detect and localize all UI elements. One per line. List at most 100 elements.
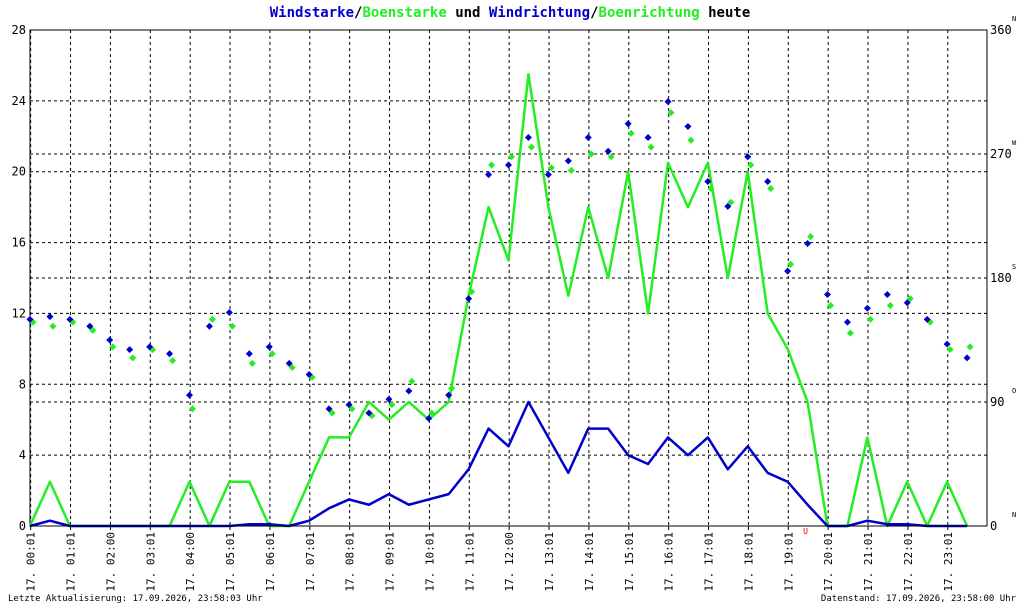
direction-point [707,184,715,192]
x-tick-label: 17. 13:01 [543,532,556,592]
y-tick-label: 8 [19,377,26,391]
direction-point [684,122,692,130]
direction-point [966,343,974,351]
direction-point [485,171,493,179]
x-tick-label: 17. 01:01 [65,532,78,592]
direction-point [644,133,652,141]
direction-point [664,98,672,106]
x-tick-label: 17. 12:00 [503,532,516,592]
direction-point [468,288,476,296]
y-tick-label: 28 [12,23,26,37]
direction-point [388,401,396,409]
direction-point [886,302,894,310]
footer-left: Letzte Aktualisierung: 17.09.2026, 23:58… [8,594,263,604]
x-tick-label: 17. 10:01 [423,532,436,592]
direction-point [567,167,575,175]
direction-point [647,143,655,151]
x-tick-label: 17. 09:01 [384,532,397,592]
x-tick-label: 17. 16:01 [663,532,676,592]
direction-point [285,359,293,367]
y-tick-label: 12 [12,306,26,320]
footer-right: Datenstand: 17.09.2026, 23:58:00 Uhr [821,594,1017,604]
direction-point [624,120,632,128]
x-tick-label: 17. 23:01 [942,532,955,592]
direction-point [564,157,572,165]
y2-tick-label: 360 [990,23,1012,37]
direction-point [704,178,712,186]
y2-tick-dir: S [1012,263,1016,271]
direction-point [544,171,552,179]
x-tick-label: 17. 20:01 [822,532,835,592]
direction-point [288,364,296,372]
direction-point [727,198,735,206]
title-part: Windstarke [270,5,354,21]
title-join: heute [700,5,751,21]
direction-point [607,153,615,161]
direction-point [26,315,34,323]
direction-point [46,313,54,321]
direction-point [764,178,772,186]
y-tick-label: 16 [12,236,26,250]
direction-point [527,143,535,151]
direction-point [687,136,695,144]
direction-point [843,318,851,326]
direction-point [747,161,755,169]
direction-point [903,299,911,307]
x-tick-label: 17. 08:01 [344,532,357,592]
y2-tick-dir: N [1012,15,1016,23]
title-part: Boenrichtung [599,5,700,21]
y-tick-label: 24 [12,94,26,108]
direction-point [604,147,612,155]
direction-point [963,354,971,362]
direction-point [106,336,114,344]
direction-point [305,370,313,378]
y-tick-label: 4 [19,448,26,462]
direction-point [943,340,951,348]
direction-point [365,409,373,417]
direction-point [866,315,874,323]
direction-point [49,322,57,330]
title-join: / [590,5,598,21]
y2-tick-dir: O [1012,387,1016,395]
direction-point [744,153,752,161]
direction-point [268,350,276,358]
direction-point [166,350,174,358]
direction-point [584,133,592,141]
direction-point [208,315,216,323]
direction-point [425,415,433,423]
x-tick-label: 17. 02:00 [104,532,117,592]
direction-point [225,308,233,316]
direction-point [846,329,854,337]
direction-point [186,391,193,399]
x-tick-label: 17. 15:01 [623,532,636,592]
x-tick-label: 17. 05:01 [224,532,237,592]
direction-point [767,184,775,192]
direction-point [465,295,473,303]
direction-point [129,354,137,362]
direction-point [126,346,134,354]
direction-point [348,405,356,413]
direction-point [448,384,456,392]
x-tick-label: 17. 06:01 [264,532,277,592]
direction-point [883,291,891,299]
direction-point [488,161,496,169]
direction-point [524,133,532,141]
direction-point [228,322,236,330]
direction-point [328,409,336,417]
direction-point [205,322,213,330]
direction-point [863,304,871,312]
direction-point [245,350,253,358]
direction-point [189,405,196,413]
direction-point [169,357,177,365]
direction-point [428,409,436,417]
direction-point [146,343,154,351]
series-line [28,73,969,528]
direction-point [445,391,453,399]
y2-tick-label: 90 [990,395,1004,409]
annotation: U [803,527,808,536]
x-tick-label: 17. 14:01 [583,532,596,592]
direction-point [923,315,931,323]
title-part: Windrichtung [489,5,590,21]
